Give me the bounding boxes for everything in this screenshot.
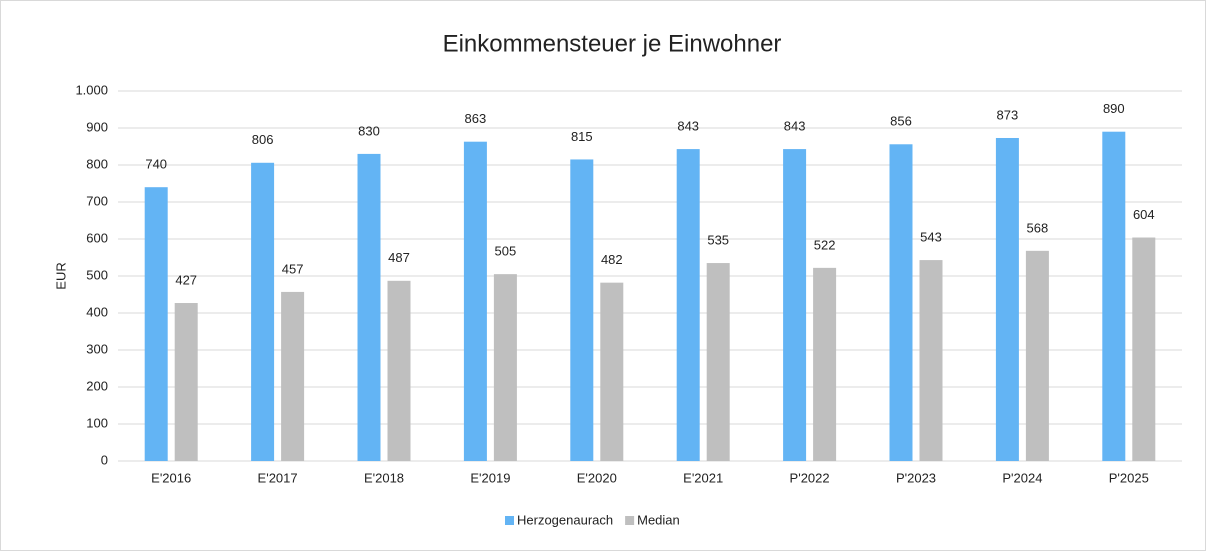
x-tick-label: P'2025	[1109, 470, 1149, 485]
bar	[813, 267, 837, 461]
data-label: 604	[1133, 207, 1155, 222]
data-label: 890	[1103, 101, 1125, 116]
data-label: 543	[920, 230, 942, 245]
bar	[995, 137, 1019, 462]
y-tick-label: 600	[86, 230, 108, 245]
y-tick-label: 900	[86, 119, 108, 134]
data-label: 856	[890, 114, 912, 129]
bar	[174, 303, 198, 461]
x-tick-label: E'2017	[258, 470, 298, 485]
data-label: 482	[601, 252, 623, 267]
bar	[1025, 250, 1049, 461]
bar	[889, 144, 913, 461]
bar	[387, 280, 411, 461]
data-label: 843	[784, 119, 806, 134]
chart-title: Einkommensteuer je Einwohner	[443, 30, 782, 57]
legend-swatch	[505, 516, 514, 525]
bar	[706, 263, 730, 461]
x-tick-label: E'2020	[577, 470, 617, 485]
y-tick-label: 1.000	[75, 82, 108, 97]
y-tick-label: 400	[86, 304, 108, 319]
y-tick-label: 500	[86, 267, 108, 282]
legend-label: Median	[637, 512, 680, 527]
data-label: 740	[145, 157, 167, 172]
bar	[1132, 237, 1156, 461]
y-tick-label: 300	[86, 341, 108, 356]
x-tick-label: E'2016	[151, 470, 191, 485]
legend-swatch	[625, 516, 635, 525]
data-label: 427	[175, 272, 197, 287]
bar	[281, 291, 305, 461]
y-tick-label: 0	[101, 452, 108, 467]
x-tick-label: P'2022	[790, 470, 830, 485]
data-label: 535	[707, 232, 729, 247]
data-label: 568	[1027, 220, 1049, 235]
data-label: 505	[495, 244, 517, 259]
data-label: 843	[677, 119, 699, 134]
data-label: 522	[814, 237, 836, 252]
bar	[463, 141, 487, 461]
x-tick-label: E'2019	[470, 470, 510, 485]
bar	[493, 274, 517, 461]
x-tick-label: P'2024	[1002, 470, 1042, 485]
bar	[919, 260, 943, 461]
x-tick-label: P'2023	[896, 470, 936, 485]
x-tick-label: E'2018	[364, 470, 404, 485]
y-tick-label: 800	[86, 156, 108, 171]
bar	[251, 162, 275, 461]
data-label: 863	[465, 111, 487, 126]
x-tick-label: E'2021	[683, 470, 723, 485]
data-label: 806	[252, 132, 274, 147]
bar	[783, 149, 807, 461]
data-label: 487	[388, 250, 410, 265]
bar	[676, 149, 700, 461]
bar	[144, 187, 168, 461]
y-tick-label: 700	[86, 193, 108, 208]
bar	[570, 159, 594, 461]
data-label: 873	[997, 107, 1019, 122]
y-axis-label: EUR	[53, 262, 68, 289]
legend-label: Herzogenaurach	[517, 512, 613, 527]
bar	[357, 153, 381, 461]
y-tick-label: 200	[86, 378, 108, 393]
bar	[600, 282, 624, 461]
data-label: 457	[282, 261, 304, 276]
data-label: 815	[571, 129, 593, 144]
bar	[1102, 131, 1126, 461]
y-tick-label: 100	[86, 415, 108, 430]
data-label: 830	[358, 123, 380, 138]
